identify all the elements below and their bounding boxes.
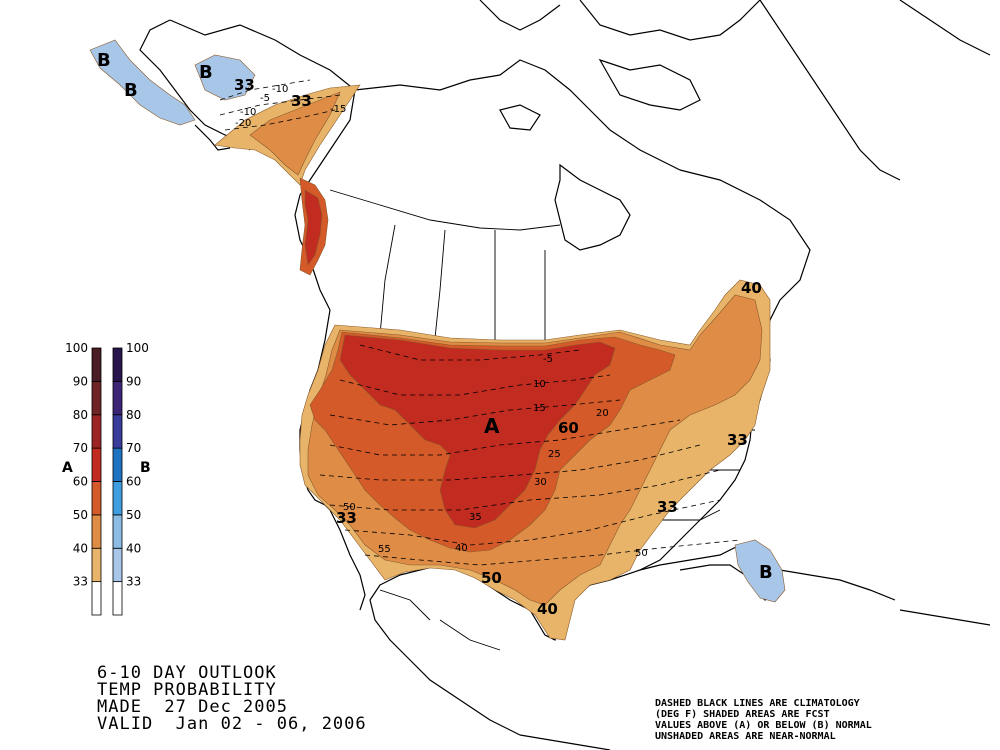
- legend-tick-label: 100: [126, 341, 149, 355]
- prob-label-33: 33: [234, 76, 255, 94]
- legend-above-letter: A: [62, 460, 73, 476]
- legend-below-letter: B: [140, 460, 151, 476]
- florida-below: [734, 539, 786, 603]
- legend-tick-label: 40: [126, 541, 141, 555]
- clim-label: 40: [455, 543, 468, 554]
- legend-above-swatch: [91, 547, 102, 583]
- prob-label-33: 33: [727, 431, 748, 449]
- outlook-valid-dates: VALID Jan 02 - 06, 2006: [97, 714, 367, 734]
- legend-tick-label: 33: [126, 575, 141, 589]
- below-alaska-label-2: B: [124, 80, 138, 101]
- legend-above-swatch: [91, 481, 102, 516]
- clim-label: 25: [548, 449, 561, 460]
- above-60-area: [339, 334, 616, 529]
- legend-tick-label: 70: [126, 441, 141, 455]
- outlook-subtitle: TEMP PROBABILITY: [97, 680, 277, 700]
- clim-label: 20: [596, 408, 609, 419]
- clim-label: -5: [260, 93, 270, 104]
- outlook-made-date: MADE 27 Dec 2005: [97, 697, 288, 717]
- legend-tick-label: 90: [126, 374, 141, 388]
- legend-tick-label: 33: [73, 575, 88, 589]
- bc-above-60: [304, 189, 323, 266]
- below-alaska-label-1: B: [97, 50, 111, 71]
- above-center-label: A: [484, 414, 500, 438]
- legend-above-swatch: [91, 581, 102, 616]
- below-florida-label: B: [759, 562, 773, 583]
- prob-label-33: 33: [291, 92, 312, 110]
- note-line: DASHED BLACK LINES ARE CLIMATOLOGY: [655, 698, 860, 709]
- legend-below-swatch: [112, 347, 123, 382]
- below-alaska-label-3: B: [199, 62, 213, 83]
- legend-below-swatch: [112, 514, 123, 549]
- note-line: (DEG F) SHADED AREAS ARE FCST: [655, 709, 830, 720]
- clim-label: 50: [343, 502, 356, 513]
- clim-label: 10: [533, 379, 546, 390]
- clim-label: 15: [533, 403, 546, 414]
- legend-above-swatch: [91, 514, 102, 549]
- note-line: UNSHADED AREAS ARE NEAR-NORMAL: [655, 731, 836, 742]
- prob-label-60: 60: [558, 419, 579, 437]
- legend-below-swatch: [112, 481, 123, 516]
- climatology-labels: -5 10 15 20 25 30 35 40 50 55 50 -10 -15…: [235, 84, 648, 559]
- legend-below-swatch: [112, 547, 123, 583]
- alaska-below-2: [194, 54, 256, 101]
- legend-above-scale: [91, 347, 102, 616]
- legend-above-swatch: [91, 447, 102, 482]
- legend-below-swatch: [112, 581, 123, 616]
- legend-tick-label: 80: [126, 408, 141, 422]
- clim-label: -5: [543, 354, 553, 365]
- prob-label-40: 40: [741, 279, 762, 297]
- clim-label: 35: [469, 512, 482, 523]
- alaska-below-1: [89, 39, 196, 126]
- legend-below-swatch: [112, 380, 123, 416]
- legend-tick-label: 40: [73, 541, 88, 555]
- clim-label: 50: [635, 548, 648, 559]
- alaska-above-40: [249, 91, 341, 176]
- clim-label: -20: [235, 118, 251, 129]
- probability-legend: 100 100 90 90 80 80 70 70 60 60 50 50 40 40 33 33 A B: [62, 341, 151, 616]
- region-labels: A B B B B 33 33 33 33 33 40 40 50 60: [97, 50, 773, 618]
- legend-tick-label: 60: [126, 475, 141, 489]
- clim-label: 55: [378, 544, 391, 555]
- legend-tick-label: 90: [73, 374, 88, 388]
- legend-tick-label: 80: [73, 408, 88, 422]
- legend-above-swatch: [91, 347, 102, 382]
- legend-below-swatch: [112, 447, 123, 482]
- prob-label-33: 33: [336, 509, 357, 527]
- legend-below-scale: [112, 347, 123, 616]
- climatology-contours: [219, 79, 741, 566]
- outlook-title: 6-10 DAY OUTLOOK: [97, 663, 277, 683]
- legend-below-swatch: [112, 414, 123, 449]
- legend-tick-label: 60: [73, 475, 88, 489]
- clim-label: 30: [534, 477, 547, 488]
- clim-label: -10: [240, 107, 256, 118]
- clim-label: -15: [330, 104, 346, 115]
- legend-tick-label: 100: [65, 341, 88, 355]
- legend-tick-labels: 100 100 90 90 80 80 70 70 60 60 50 50 40 40 33 33: [65, 341, 149, 589]
- clim-label: -10: [272, 84, 288, 95]
- prob-label-50: 50: [481, 569, 502, 587]
- legend-above-swatch: [91, 380, 102, 416]
- probability-shading: [89, 39, 786, 641]
- legend-tick-label: 50: [126, 508, 141, 522]
- prob-label-40: 40: [537, 600, 558, 618]
- legend-above-swatch: [91, 414, 102, 449]
- note-line: VALUES ABOVE (A) OR BELOW (B) NORMAL: [655, 720, 872, 731]
- legend-tick-label: 70: [73, 441, 88, 455]
- prob-label-33: 33: [657, 498, 678, 516]
- legend-tick-label: 50: [73, 508, 88, 522]
